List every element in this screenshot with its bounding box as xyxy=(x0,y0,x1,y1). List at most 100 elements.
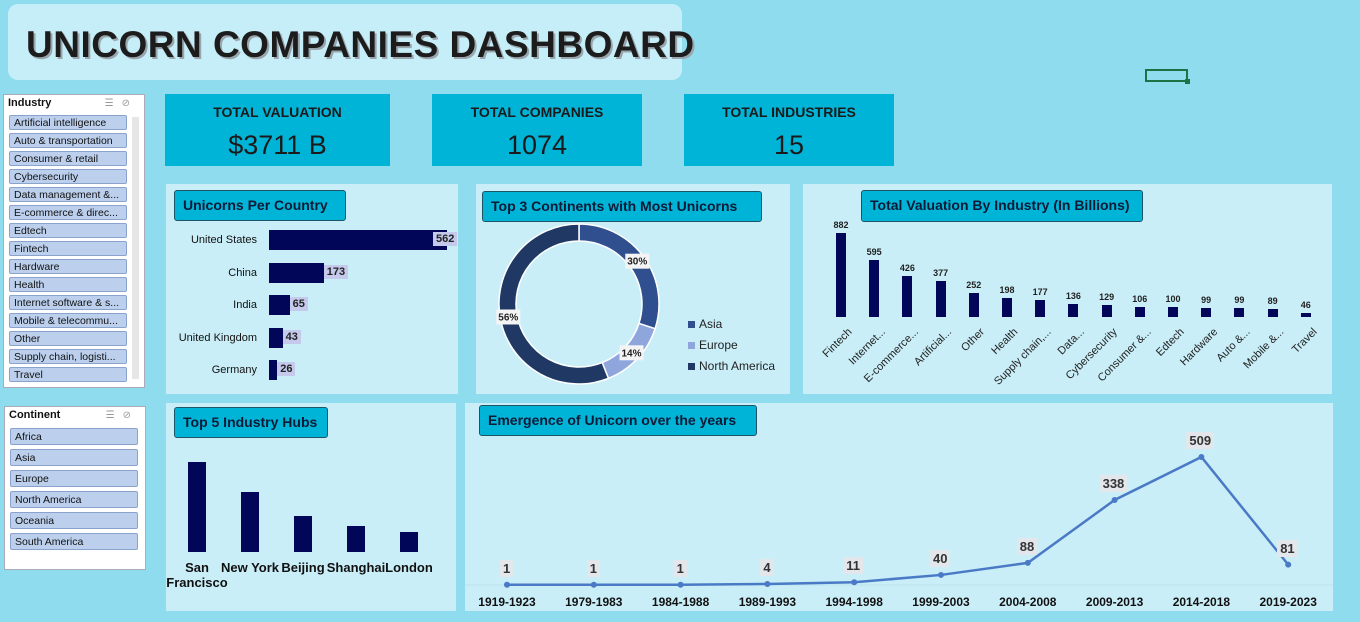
country-bar xyxy=(269,230,447,250)
kpi-label: TOTAL INDUSTRIES xyxy=(722,104,856,120)
legend-label: Europe xyxy=(699,338,738,352)
industry-valuation-panel: Total Valuation By Industry (In Billions… xyxy=(803,184,1332,394)
country-bar xyxy=(269,327,283,348)
industry-value: 595 xyxy=(866,247,882,258)
industry-category: Edtech xyxy=(1153,326,1187,359)
slicer-header: Industry xyxy=(8,97,52,109)
point-label: 11 xyxy=(843,557,863,575)
continents-panel: Top 3 Continents with Most Unicorns 30% 1… xyxy=(476,184,790,394)
industry-category: Health xyxy=(989,326,1021,357)
trend-line xyxy=(507,455,1290,586)
slicer-item[interactable]: Fintech xyxy=(9,241,127,256)
slicer-item[interactable]: Oceania xyxy=(10,512,138,529)
slicer-item[interactable]: E-commerce & direc... xyxy=(9,205,127,220)
industry-bar xyxy=(836,233,846,317)
years-panel: Emergence of Unicorn over the years 1 191… xyxy=(465,403,1333,611)
country-panel: Unicorns Per Country United States 562 Chi… xyxy=(166,184,458,394)
slicer-item[interactable]: Auto & transportation xyxy=(9,133,127,148)
kpi-value: $3711 B xyxy=(228,130,327,160)
point-label: 88 xyxy=(1016,537,1038,555)
industry-slicer: Industry ☰⊘ Artificial intelligence Auto … xyxy=(3,94,145,388)
industry-value: 198 xyxy=(999,285,1015,296)
country-bar xyxy=(269,295,290,315)
slicer-item[interactable]: South America xyxy=(10,533,138,550)
country-bar xyxy=(269,262,324,283)
kpi-label: TOTAL COMPANIES xyxy=(470,104,604,120)
slicer-item[interactable]: Asia xyxy=(10,449,138,466)
slicer-item[interactable]: Consumer & retail xyxy=(9,151,127,166)
year-label: 1989-1993 xyxy=(738,595,797,609)
country-label: United Kingdom xyxy=(178,331,257,344)
donut-chart: 30% 14% 56% xyxy=(496,223,660,385)
kpi-label: TOTAL VALUATION xyxy=(213,104,342,120)
continent-slicer: Continent ☰⊘ Africa Asia Europe North Ameri… xyxy=(4,406,146,570)
industry-bar xyxy=(935,281,946,317)
year-label: 1979-1983 xyxy=(565,595,623,609)
slicer-header-icons: ☰⊘ xyxy=(106,410,139,421)
slicer-item[interactable]: North America xyxy=(10,491,138,508)
multi-select-icon[interactable]: ☰ xyxy=(105,410,123,421)
country-value: 26 xyxy=(277,362,296,376)
year-label: 2014-2018 xyxy=(1172,595,1231,609)
country-label: Germany xyxy=(211,364,257,376)
country-label: China xyxy=(228,266,257,279)
year-label: 1919-1923 xyxy=(478,595,536,609)
data-point xyxy=(764,580,771,587)
year-label: 2004-2008 xyxy=(999,595,1057,609)
data-point xyxy=(938,571,944,578)
year-label: 2019-2023 xyxy=(1259,595,1317,609)
multi-select-icon[interactable]: ☰ xyxy=(104,98,122,109)
dashboard-title: UNICORN COMPANIES DASHBOARD xyxy=(26,24,695,65)
point-label: 4 xyxy=(760,558,774,576)
kpi-value: 15 xyxy=(773,130,805,160)
selected-cell[interactable] xyxy=(1145,69,1190,84)
point-label: 40 xyxy=(930,549,951,567)
slice-label: 30% xyxy=(627,257,647,268)
slicer-item[interactable]: Edtech xyxy=(9,223,127,238)
kpi-total-companies: TOTAL COMPANIES 1074 xyxy=(432,94,642,166)
slicer-item[interactable]: Artificial intelligence xyxy=(9,115,127,130)
slicer-scrollbar[interactable] xyxy=(132,117,139,379)
clear-filter-icon[interactable]: ⊘ xyxy=(122,410,139,421)
slicer-item[interactable]: Other xyxy=(9,331,127,346)
industry-value: 46 xyxy=(1300,299,1311,310)
slicer-item[interactable]: Mobile & telecommu... xyxy=(9,313,127,328)
industry-value: 136 xyxy=(1065,291,1081,302)
industry-value: 177 xyxy=(1032,287,1048,298)
industry-value: 426 xyxy=(899,263,915,274)
kpi-total-industries: TOTAL INDUSTRIES 15 xyxy=(684,94,894,166)
slicer-item[interactable]: Hardware xyxy=(9,259,127,274)
industry-bar xyxy=(902,276,913,317)
point-label: 1 xyxy=(673,559,687,577)
country-value: 43 xyxy=(282,329,301,344)
slice-label-bg xyxy=(496,309,521,325)
slicer-item[interactable]: Internet software & s... xyxy=(9,295,127,310)
slice-label: 56% xyxy=(498,312,518,323)
kpi-value: 1074 xyxy=(506,130,568,160)
legend-swatch xyxy=(688,363,695,370)
industry-value: 100 xyxy=(1165,294,1181,305)
slicer-item[interactable]: Cybersecurity xyxy=(9,169,127,184)
industry-value: 106 xyxy=(1132,293,1148,304)
country-label: India xyxy=(233,299,257,311)
industry-category: Other xyxy=(959,326,988,354)
data-point xyxy=(504,581,510,588)
slicer-item[interactable]: Europe xyxy=(10,470,138,487)
slicer-item[interactable]: Health xyxy=(9,277,127,292)
slicer-item[interactable]: Supply chain, logisti... xyxy=(9,349,127,364)
industry-value: 129 xyxy=(1099,291,1115,302)
data-point xyxy=(1111,497,1118,504)
data-point xyxy=(1285,561,1292,568)
hubs-panel: Top 5 Industry Hubs San Francisco New Yor… xyxy=(166,403,456,611)
panel-title: Unicorns Per Country xyxy=(174,190,346,221)
clear-filter-icon[interactable]: ⊘ xyxy=(121,98,138,109)
industry-bar xyxy=(869,260,880,317)
slicer-item[interactable]: Data management &... xyxy=(9,187,127,202)
slicer-header: Continent xyxy=(9,409,61,421)
hub-label: London xyxy=(385,560,433,575)
slicer-item[interactable]: Africa xyxy=(10,428,138,445)
country-bar xyxy=(269,360,278,380)
year-label: 1994-1998 xyxy=(825,595,883,609)
slice-label-bg xyxy=(619,345,644,361)
slicer-item[interactable]: Travel xyxy=(9,367,127,382)
